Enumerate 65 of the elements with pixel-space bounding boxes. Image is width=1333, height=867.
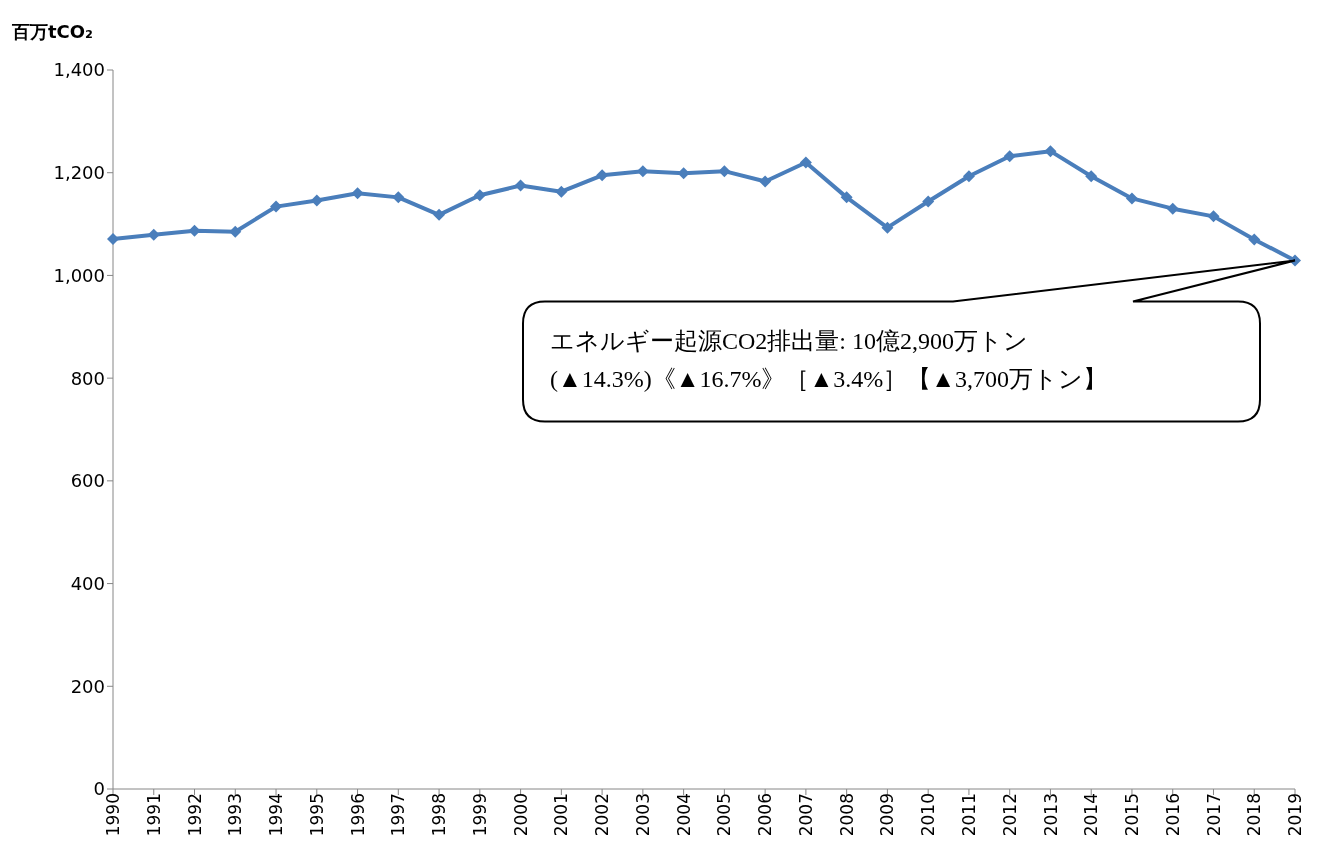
y-tick-label: 1,200 <box>53 162 105 184</box>
x-tick-label: 2008 <box>836 793 857 837</box>
point <box>1044 145 1057 158</box>
point <box>1125 192 1138 205</box>
x-tick-label: 2018 <box>1244 793 1265 837</box>
point <box>351 187 364 200</box>
y-axis-title: 百万tCO₂ <box>12 20 93 44</box>
x-tick-label: 2002 <box>592 793 613 837</box>
point <box>718 165 731 178</box>
point <box>473 189 486 202</box>
y-tick-label: 1,000 <box>53 264 105 286</box>
point <box>514 179 527 192</box>
x-tick-label: 2016 <box>1162 793 1183 837</box>
point <box>759 175 772 188</box>
point <box>1207 210 1220 223</box>
x-tick-label: 1991 <box>143 793 164 837</box>
x-tick-label: 2006 <box>755 793 776 837</box>
x-tick-label: 1998 <box>429 793 450 837</box>
x-tick-label: 2003 <box>632 793 653 837</box>
y-tick-label: 400 <box>70 572 105 594</box>
x-tick-label: 2010 <box>918 793 939 837</box>
x-tick-label: 2009 <box>877 793 898 837</box>
point <box>107 232 119 245</box>
point <box>555 185 568 198</box>
point <box>229 225 242 238</box>
point <box>962 170 975 183</box>
x-tick-label: 2007 <box>795 793 816 837</box>
x-tick-label: 2019 <box>1285 793 1306 837</box>
point <box>270 200 283 213</box>
x-tick-label: 1997 <box>388 793 409 837</box>
point <box>433 208 446 221</box>
x-tick-label: 1999 <box>469 793 490 837</box>
x-tick-label: 2004 <box>673 793 694 837</box>
x-tick-label: 1992 <box>184 793 205 837</box>
x-tick-label: 2014 <box>1081 793 1102 837</box>
y-tick-label: 600 <box>70 470 105 492</box>
x-tick-label: 2017 <box>1203 793 1224 837</box>
point <box>1166 202 1179 215</box>
point <box>147 228 160 241</box>
y-tick-label: 200 <box>70 675 105 697</box>
point <box>881 221 894 234</box>
x-tick-label: 1990 <box>103 793 124 837</box>
y-tick-label: 1,400 <box>53 59 105 81</box>
x-tick-label: 2011 <box>959 793 979 837</box>
x-tick-label: 2015 <box>1122 793 1143 837</box>
point <box>922 195 935 208</box>
x-tick-label: 1996 <box>347 793 368 837</box>
point <box>840 191 853 204</box>
point <box>1003 150 1016 163</box>
y-tick-label: 800 <box>70 367 105 389</box>
y-tick-label: 0 <box>93 778 105 800</box>
annotation: エネルギー起源CO2排出量: 10億2,900万トン (▲14.3%)《▲16.7%》［▲3.4%］【▲3,700万トン】 <box>550 327 1107 392</box>
x-tick-label: 1993 <box>225 793 246 837</box>
x-tick-label: 2012 <box>999 793 1020 837</box>
point <box>310 194 323 207</box>
x-tick-label: 2005 <box>714 793 735 837</box>
x-tick-label: 2013 <box>1040 793 1061 837</box>
x-tick-label: 1994 <box>266 793 287 837</box>
point <box>799 156 812 169</box>
point <box>1085 170 1098 183</box>
x-tick-label: 2000 <box>510 793 531 837</box>
point <box>392 191 405 204</box>
x-tick-label: 2001 <box>551 793 572 837</box>
point <box>1248 233 1261 246</box>
x-tick-label: 1995 <box>306 793 327 837</box>
